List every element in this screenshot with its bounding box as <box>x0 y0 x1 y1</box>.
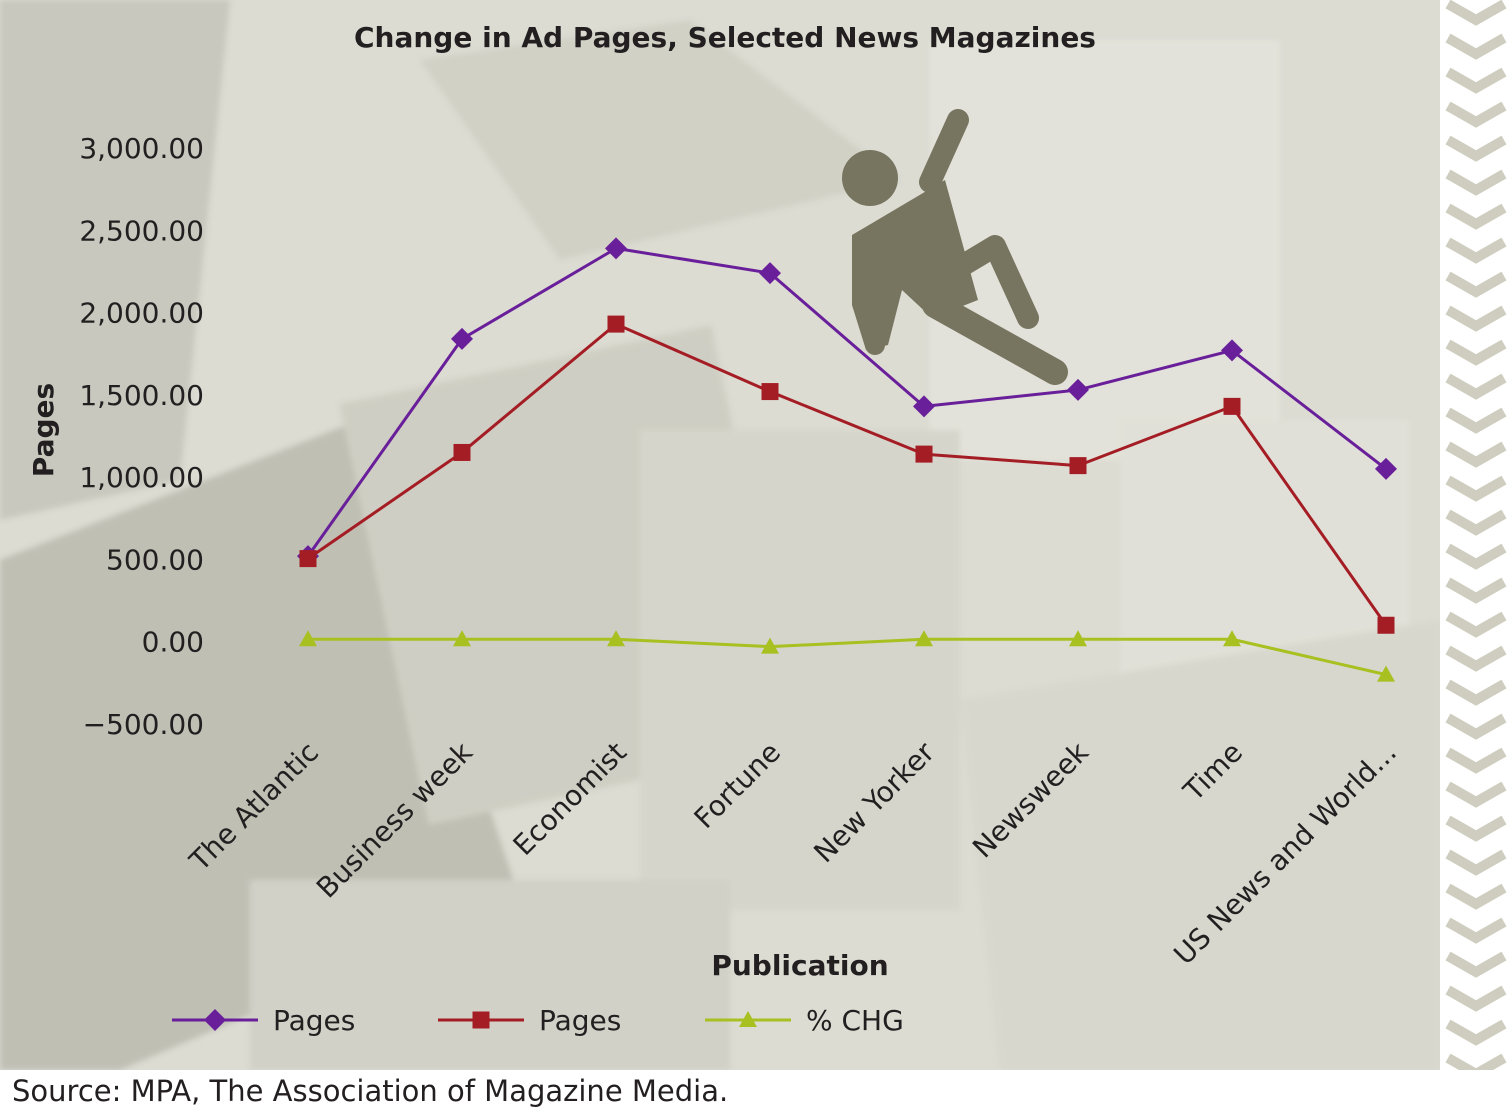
series-line <box>307 322 1388 627</box>
chevron-shape <box>1445 577 1507 604</box>
series-group <box>297 237 1397 682</box>
chevron-shape <box>1445 1019 1507 1046</box>
series-2 <box>299 315 1395 634</box>
chevron-shape <box>1445 679 1507 706</box>
data-point <box>299 550 317 568</box>
chart-panel: Change in Ad Pages, Selected News Magazi… <box>0 0 1440 1070</box>
y-tick-label: 500.00 <box>106 543 204 576</box>
chevron-shape <box>1445 951 1507 978</box>
chevron-shape <box>1445 747 1507 774</box>
data-point <box>607 630 625 647</box>
chevron-shape <box>1445 101 1507 128</box>
chevron-shape <box>1445 339 1507 366</box>
background-collage <box>0 0 1440 1070</box>
data-point <box>1377 616 1395 634</box>
y-axis-ticks: 3,000.00 2,500.00 2,000.00 1,500.00 1,000.00… <box>79 132 204 741</box>
chevron-shape <box>1445 237 1507 264</box>
data-point <box>1067 378 1089 401</box>
chevron-shape <box>1445 271 1507 298</box>
legend: Pages Pages % CHG <box>172 1004 904 1037</box>
data-point <box>1375 457 1397 480</box>
legend-label: Pages <box>539 1004 621 1037</box>
chart-title: Change in Ad Pages, Selected News Magazi… <box>354 21 1096 54</box>
data-point <box>1223 630 1241 647</box>
chevron-border <box>1440 0 1512 1070</box>
data-point <box>1069 457 1087 475</box>
data-point <box>1221 339 1243 362</box>
data-point <box>915 445 933 463</box>
data-point <box>1377 665 1395 682</box>
legend-marker <box>204 1009 226 1031</box>
data-point <box>761 637 779 654</box>
data-point <box>759 262 781 285</box>
y-axis-label: Pages <box>27 383 60 477</box>
data-point <box>1223 397 1241 415</box>
data-point <box>915 630 933 647</box>
chevron-shape <box>1445 985 1507 1012</box>
data-point <box>1069 630 1087 647</box>
chevron-shape <box>1445 815 1507 842</box>
y-tick-label: 2,500.00 <box>79 214 204 247</box>
y-tick-label: −500.00 <box>83 708 204 741</box>
source-note: Source: MPA, The Association of Magazine… <box>12 1074 729 1108</box>
data-point <box>453 630 471 647</box>
chevron-shape <box>1445 509 1507 536</box>
chevron-shape <box>1445 135 1507 162</box>
chevron-shape <box>1445 543 1507 570</box>
legend-item: Pages <box>172 1004 355 1037</box>
chevron-shape <box>1445 645 1507 672</box>
legend-item: Pages <box>438 1004 621 1037</box>
chevron-shape <box>1445 475 1507 502</box>
chevron-shape <box>1445 781 1507 808</box>
y-tick-label: 2,000.00 <box>79 297 204 330</box>
chevron-shape <box>1445 373 1507 400</box>
data-point <box>605 237 627 260</box>
chevron-shape <box>1445 407 1507 434</box>
chevron-shape <box>1445 203 1507 230</box>
chevron-shape <box>1445 883 1507 910</box>
legend-item: % CHG <box>705 1004 904 1037</box>
chevron-shape <box>1445 917 1507 944</box>
legend-marker <box>472 1011 490 1029</box>
y-tick-label: 0.00 <box>142 626 204 659</box>
x-axis-label: Publication <box>711 949 888 982</box>
data-point <box>761 383 779 401</box>
chevron-shape <box>1445 1053 1507 1070</box>
chevron-shape <box>1445 849 1507 876</box>
chevron-shape <box>1445 169 1507 196</box>
chevron-shape <box>1445 713 1507 740</box>
chevron-shape <box>1445 441 1507 468</box>
data-point <box>453 443 471 461</box>
series-line <box>308 637 1387 677</box>
falling-person-icon <box>842 109 1068 385</box>
data-point <box>451 327 473 350</box>
chevron-shape <box>1445 33 1507 60</box>
legend-marker <box>739 1011 757 1027</box>
y-tick-label: 1,000.00 <box>79 461 204 494</box>
series-1 <box>297 237 1397 568</box>
series-3 <box>299 630 1395 682</box>
chevron-shape <box>1445 611 1507 638</box>
y-tick-label: 3,000.00 <box>79 132 204 165</box>
legend-label: Pages <box>273 1004 355 1037</box>
line-chart: Change in Ad Pages, Selected News Magazi… <box>0 0 1440 1070</box>
chevron-shape <box>1445 305 1507 332</box>
series-line <box>306 246 1387 558</box>
data-point <box>913 395 935 418</box>
chevron-shape <box>1445 67 1507 94</box>
data-point <box>607 315 625 333</box>
y-tick-label: 1,500.00 <box>79 379 204 412</box>
legend-label: % CHG <box>806 1004 904 1037</box>
chevron-shape <box>1445 0 1507 26</box>
data-point <box>299 630 317 647</box>
